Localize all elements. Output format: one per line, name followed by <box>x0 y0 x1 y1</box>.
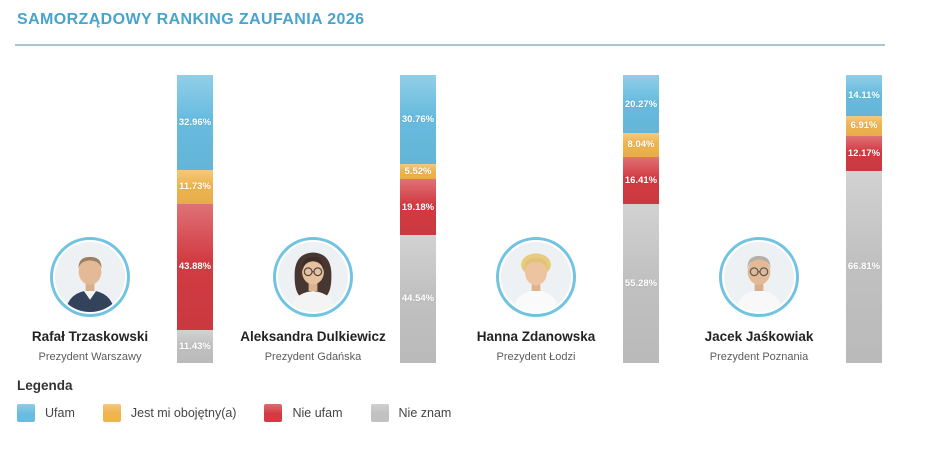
avatar <box>273 237 353 317</box>
bar-segment-obojetny: 6.91% <box>846 115 882 136</box>
legend-label: Ufam <box>45 406 75 420</box>
bar-segment-ufam: 20.27% <box>623 75 659 134</box>
chart-region: Rafał Trzaskowski Prezydent Warszawy 32.… <box>0 75 940 363</box>
segment-value-label: 43.88% <box>178 261 212 273</box>
person-name: Jacek Jaśkowiak <box>704 329 814 344</box>
segment-value-label: 11.43% <box>179 341 211 353</box>
legend-row: Ufam Jest mi obojętny(a) Nie ufam Nie zn… <box>17 404 451 422</box>
legend-swatch-ufam <box>17 404 35 422</box>
trust-bar: 20.27% 8.04% 16.41% 55.28% <box>623 75 659 363</box>
bar-segment-obojetny: 5.52% <box>400 163 436 180</box>
bar-segment-nie-znam: 44.54% <box>400 234 436 363</box>
legend-title: Legenda <box>17 378 73 393</box>
bar-segment-nie-znam: 66.81% <box>846 170 882 363</box>
person-photo <box>278 242 348 312</box>
person-role: Prezydent Warszawy <box>38 351 142 363</box>
legend-item-ufam: Ufam <box>17 404 75 422</box>
segment-value-label: 55.28% <box>624 277 658 289</box>
person-name: Rafał Trzaskowski <box>31 329 149 344</box>
bar-segment-nie-ufam: 19.18% <box>400 179 436 235</box>
avatar <box>496 237 576 317</box>
person-name: Aleksandra Dulkiewicz <box>240 329 386 344</box>
legend-swatch-nie-znam <box>370 404 389 422</box>
segment-value-label: 12.17% <box>847 147 881 159</box>
bar-segment-ufam: 14.11% <box>846 75 882 116</box>
segment-value-label: 44.54% <box>401 293 435 305</box>
legend-label: Nie ufam <box>292 406 343 420</box>
bar-segment-nie-znam: 11.43% <box>177 330 213 363</box>
person-column-jaskowiak: Jacek Jaśkowiak Prezydent Poznania 14.11… <box>669 75 892 363</box>
person-role: Prezydent Łodzi <box>496 351 576 363</box>
trust-bar: 30.76% 5.52% 19.18% 44.54% <box>400 75 436 363</box>
segment-value-label: 8.04% <box>627 139 655 151</box>
avatar <box>719 237 799 317</box>
segment-value-label: 32.96% <box>178 116 212 128</box>
segment-value-label: 30.76% <box>401 113 435 125</box>
person-role: Prezydent Poznania <box>709 351 809 363</box>
legend-label: Nie znam <box>398 406 452 420</box>
segment-value-label: 16.41% <box>624 174 658 186</box>
legend-swatch-obojetny <box>102 404 121 422</box>
legend-label: Jest mi obojętny(a) <box>130 406 237 420</box>
legend: Legenda Ufam Jest mi obojętny(a) Nie ufa… <box>17 378 451 422</box>
person-role: Prezydent Gdańska <box>264 351 362 363</box>
page-title: SAMORZĄDOWY RANKING ZAUFANIA 2026 <box>17 11 365 28</box>
title-divider <box>15 44 885 46</box>
segment-value-label: 66.81% <box>847 261 881 273</box>
person-photo <box>724 242 794 312</box>
bar-segment-obojetny: 11.73% <box>177 169 213 204</box>
person-name: Hanna Zdanowska <box>476 329 596 344</box>
segment-value-label: 11.73% <box>179 181 211 193</box>
person-column-trzaskowski: Rafał Trzaskowski Prezydent Warszawy 32.… <box>0 75 223 363</box>
bar-segment-nie-ufam: 43.88% <box>177 203 213 331</box>
bar-segment-obojetny: 8.04% <box>623 133 659 157</box>
person-column-zdanowska: Hanna Zdanowska Prezydent Łodzi 20.27% 8.… <box>446 75 669 363</box>
trust-bar: 14.11% 6.91% 12.17% 66.81% <box>846 75 882 363</box>
bar-segment-nie-ufam: 12.17% <box>846 135 882 171</box>
bar-segment-nie-znam: 55.28% <box>623 203 659 363</box>
bar-segment-ufam: 32.96% <box>177 75 213 170</box>
segment-value-label: 19.18% <box>401 201 435 213</box>
segment-value-label: 5.52% <box>404 166 432 178</box>
bar-segment-nie-ufam: 16.41% <box>623 156 659 204</box>
person-photo <box>55 242 125 312</box>
legend-item-nie-ufam: Nie ufam <box>264 404 343 422</box>
segment-value-label: 20.27% <box>624 98 658 110</box>
trust-bar: 32.96% 11.73% 43.88% 11.43% <box>177 75 213 363</box>
segment-value-label: 6.91% <box>850 120 878 132</box>
legend-item-nie-znam: Nie znam <box>370 404 452 422</box>
legend-swatch-nie-ufam <box>264 404 283 422</box>
person-column-dulkiewicz: Aleksandra Dulkiewicz Prezydent Gdańska … <box>223 75 446 363</box>
avatar <box>50 237 130 317</box>
segment-value-label: 14.11% <box>848 89 880 101</box>
bar-segment-ufam: 30.76% <box>400 75 436 164</box>
person-photo <box>501 242 571 312</box>
legend-item-obojetny: Jest mi obojętny(a) <box>102 404 237 422</box>
